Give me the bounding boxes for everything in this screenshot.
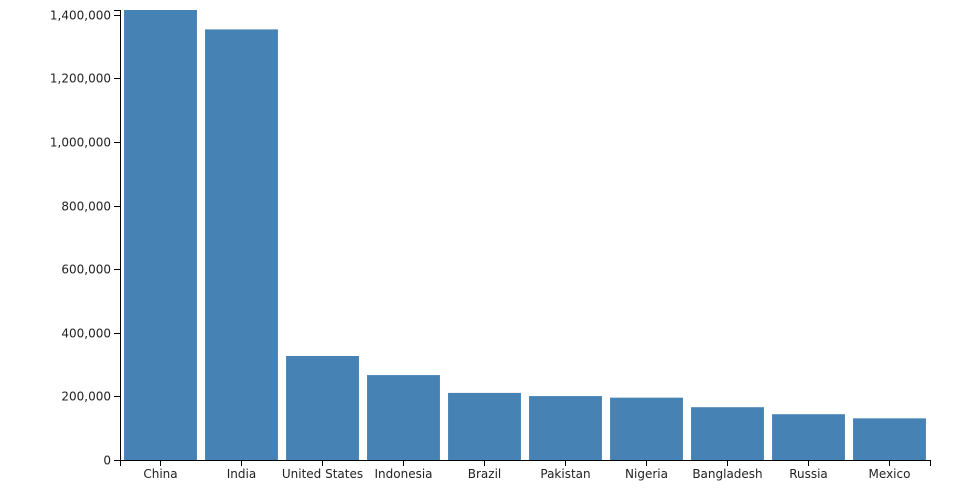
x-axis: China India United States Indonesia Brazil Pa…	[120, 460, 931, 481]
x-tick-label-mexico: Mexico	[869, 467, 911, 481]
x-tick-label-pakistan: Pakistan	[540, 467, 590, 481]
bar-nigeria	[610, 397, 683, 460]
y-tick-label: 600,000	[61, 263, 111, 277]
bar-china	[124, 10, 197, 460]
y-tick-label: 0	[103, 454, 111, 468]
y-tick-label: 400,000	[61, 327, 111, 341]
x-tick-label-brazil: Brazil	[468, 467, 502, 481]
x-tick-label-indonesia: Indonesia	[374, 467, 432, 481]
bar-india	[205, 29, 278, 461]
bar-russia	[772, 414, 845, 460]
x-tick-label-united-states: United States	[282, 467, 363, 481]
x-tick-label-india: India	[227, 467, 256, 481]
x-tick-label-china: China	[143, 467, 177, 481]
bar-united-states	[286, 356, 359, 460]
bar-mexico	[853, 418, 926, 460]
x-tick-label-bangladesh: Bangladesh	[692, 467, 762, 481]
y-tick-label: 200,000	[61, 390, 111, 404]
x-tick-label-nigeria: Nigeria	[625, 467, 668, 481]
bar-brazil	[448, 392, 521, 460]
y-tick-label: 1,200,000	[50, 72, 111, 86]
bar-indonesia	[367, 375, 440, 460]
bar-pakistan	[529, 396, 602, 460]
x-axis-line	[120, 460, 931, 466]
y-tick-label: 800,000	[61, 200, 111, 214]
bar-bangladesh	[691, 407, 764, 460]
y-tick-label: 1,400,000	[50, 9, 111, 23]
y-axis: 0 200,000 400,000 600,000 800,000 1,000,000 1,…	[50, 9, 121, 468]
y-tick-label: 1,000,000	[50, 136, 111, 150]
bars-group	[124, 10, 926, 461]
x-tick-label-russia: Russia	[789, 467, 828, 481]
